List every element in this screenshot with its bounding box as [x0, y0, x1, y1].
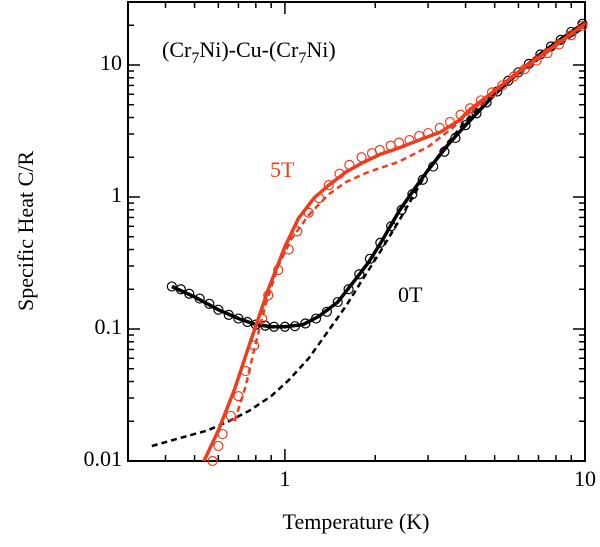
y-tick-label: 10 [100, 50, 122, 75]
y-tick-label: 0.01 [84, 446, 123, 471]
title-part: Ni)-Cu-(Cr [199, 37, 299, 62]
annotation: 0T [398, 282, 423, 307]
data-point [323, 180, 334, 191]
title-part: Ni) [306, 37, 335, 62]
data-point [508, 71, 520, 82]
data-point [233, 391, 244, 402]
data-point [354, 269, 365, 280]
title-sub: 7 [298, 50, 306, 67]
data-line [151, 25, 585, 448]
data-point [577, 20, 588, 31]
data-line [171, 20, 585, 329]
y-tick-label: 0.1 [95, 314, 123, 339]
data-point [213, 304, 224, 315]
title-part: (Cr [162, 37, 192, 62]
title-sub: 7 [191, 50, 199, 67]
annotation: 5T [270, 157, 295, 182]
data-line [233, 24, 585, 422]
x-tick-label: 10 [574, 466, 596, 491]
y-axis-label: Specific Heat C/R [13, 151, 38, 311]
x-tick-label: 1 [279, 466, 290, 491]
y-tick-label: 1 [111, 182, 122, 207]
data-point [332, 296, 343, 308]
x-axis-label: Temperature (K) [283, 509, 430, 534]
data-point [207, 455, 218, 467]
data-point [486, 87, 498, 98]
chart-title: (Cr7Ni)-Cu-(Cr7Ni) [162, 37, 336, 67]
data-point [343, 284, 354, 295]
data-point [497, 80, 508, 91]
data-point [213, 440, 224, 452]
data-point [166, 281, 177, 292]
data-line [202, 22, 585, 461]
plot-frame [127, 1, 586, 462]
